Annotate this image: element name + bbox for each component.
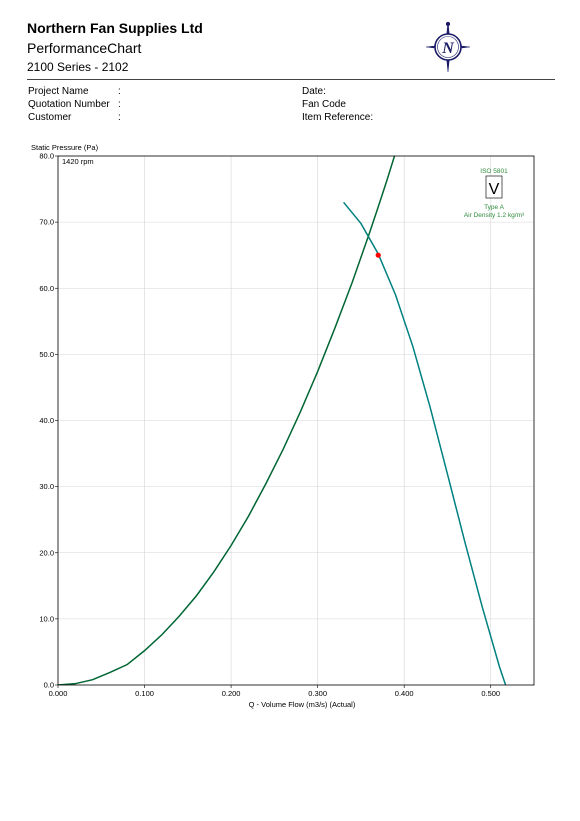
system-resistance-curve: [58, 156, 396, 685]
document-subtitle: PerformanceChart: [27, 40, 142, 56]
y-tick-label: 40.0: [39, 416, 54, 425]
fan-pressure-curve: [343, 201, 507, 685]
customer-colon: :: [118, 112, 121, 123]
project-info-left: Project Name : Quotation Number : Custom…: [28, 85, 130, 124]
project-name-label: Project Name: [28, 86, 89, 97]
air-density-label: Air Density 1.2 kg/m³: [464, 212, 525, 219]
y-tick-label: 0.0: [44, 681, 54, 690]
x-axis-title: Q - Volume Flow (m3/s) (Actual): [249, 700, 356, 709]
x-tick-label: 0.200: [222, 689, 241, 698]
quotation-number-colon: :: [118, 99, 121, 110]
quotation-number-row: Quotation Number :: [28, 98, 130, 111]
installation-type-label: Type A: [484, 204, 505, 211]
installation-type-glyph: V: [489, 181, 500, 198]
iso-standard-label: ISO 5801: [480, 168, 508, 175]
y-tick-label: 80.0: [39, 152, 54, 161]
y-tick-label: 70.0: [39, 218, 54, 227]
iso-badge: ISO 5801 V Type A Air Density 1.2 kg/m³: [464, 168, 525, 219]
project-info-right: Date: Fan Code Item Reference:: [302, 85, 373, 124]
y-tick-label: 60.0: [39, 284, 54, 293]
x-tick-label: 0.400: [395, 689, 414, 698]
customer-label: Customer: [28, 112, 72, 123]
chart-tick-labels: 0.000 0.100 0.200 0.300 0.400 0.500 0.0 10.0 20.…: [39, 152, 500, 698]
chart-series-group: [58, 156, 507, 685]
x-tick-label: 0.500: [481, 689, 500, 698]
operating-point: [375, 252, 381, 258]
header-divider: [27, 79, 555, 80]
project-name-colon: :: [118, 86, 121, 97]
item-reference-row: Item Reference:: [302, 111, 373, 124]
x-tick-label: 0.000: [49, 689, 68, 698]
logo-letter: N: [441, 40, 455, 57]
y-tick-label: 30.0: [39, 482, 54, 491]
y-axis-title: Static Pressure (Pa): [31, 143, 99, 152]
y-tick-label: 10.0: [39, 614, 54, 623]
compass-icon: N: [425, 21, 471, 73]
plot-frame: [57, 155, 535, 686]
item-reference-label: Item Reference:: [302, 112, 374, 123]
project-name-row: Project Name :: [28, 85, 130, 98]
installation-type-box: [485, 175, 503, 199]
y-tick-label: 50.0: [39, 350, 54, 359]
x-tick-label: 0.100: [135, 689, 154, 698]
company-name: Northern Fan Supplies Ltd: [27, 20, 203, 36]
fan-series: 2100 Series - 2102: [27, 60, 129, 74]
customer-row: Customer :: [28, 111, 130, 124]
x-tick-label: 0.300: [308, 689, 327, 698]
date-label: Date:: [302, 86, 326, 97]
fan-code-label: Fan Code: [302, 99, 346, 110]
fan-code-row: Fan Code: [302, 98, 373, 111]
y-tick-label: 20.0: [39, 548, 54, 557]
quotation-number-label: Quotation Number: [28, 99, 110, 110]
date-row: Date:: [302, 85, 373, 98]
fan-speed-label: 1420 rpm: [62, 157, 94, 166]
